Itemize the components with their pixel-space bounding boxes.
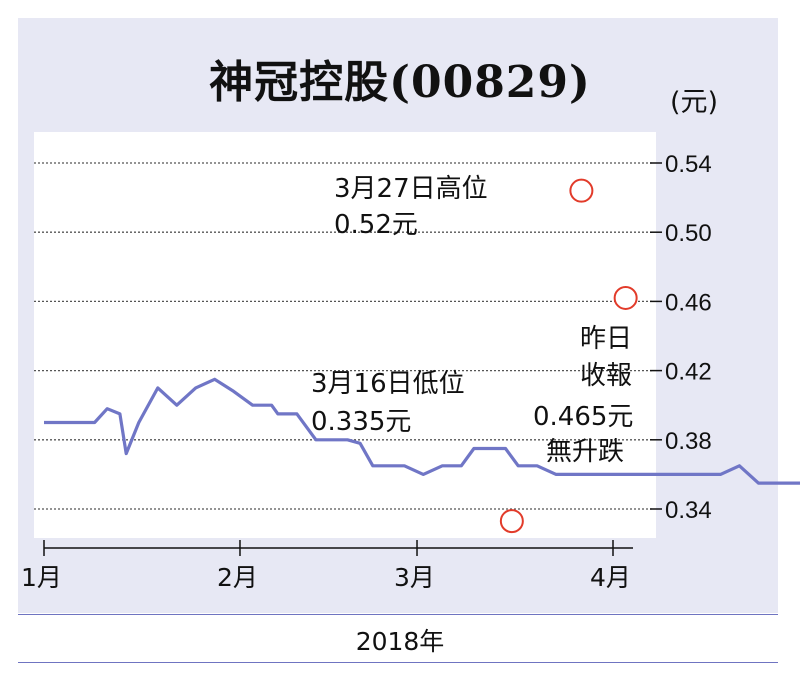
annotation-marker [499, 509, 524, 534]
unit-label: (元) [670, 87, 719, 118]
y-tick-label: 0.46 [665, 289, 712, 316]
plot-area [34, 132, 656, 538]
x-tick-label: 2月 [217, 563, 258, 592]
annotation-text: 0.335元 [311, 407, 411, 437]
price-line [44, 377, 800, 485]
y-tick-label: 0.34 [665, 497, 712, 524]
annotation-text: 無升跌 [546, 437, 624, 467]
y-tick-label: 0.42 [665, 359, 712, 386]
divider-bottom [18, 662, 778, 663]
x-tick-label: 3月 [394, 563, 435, 592]
annotation-text: 0.52元 [334, 210, 418, 240]
annotation-text: 3月16日低位 [311, 369, 465, 399]
x-tick-label: 1月 [21, 563, 62, 592]
annotation-marker [569, 178, 594, 203]
divider-top [18, 614, 778, 615]
chart-title: 神冠控股(00829) [209, 57, 591, 108]
y-tick-label: 0.38 [665, 428, 712, 455]
annotation-text: 0.465元 [533, 402, 633, 432]
annotation-text: 收報 [580, 361, 632, 391]
annotation-text: 3月27日高位 [334, 174, 488, 204]
year-label: 2018年 [355, 627, 445, 656]
x-tick-label: 4月 [590, 563, 631, 592]
y-tick-label: 0.50 [665, 220, 712, 247]
y-tick-label: 0.54 [665, 151, 712, 178]
annotation-marker [613, 285, 638, 310]
annotation-text: 昨日 [580, 324, 632, 354]
